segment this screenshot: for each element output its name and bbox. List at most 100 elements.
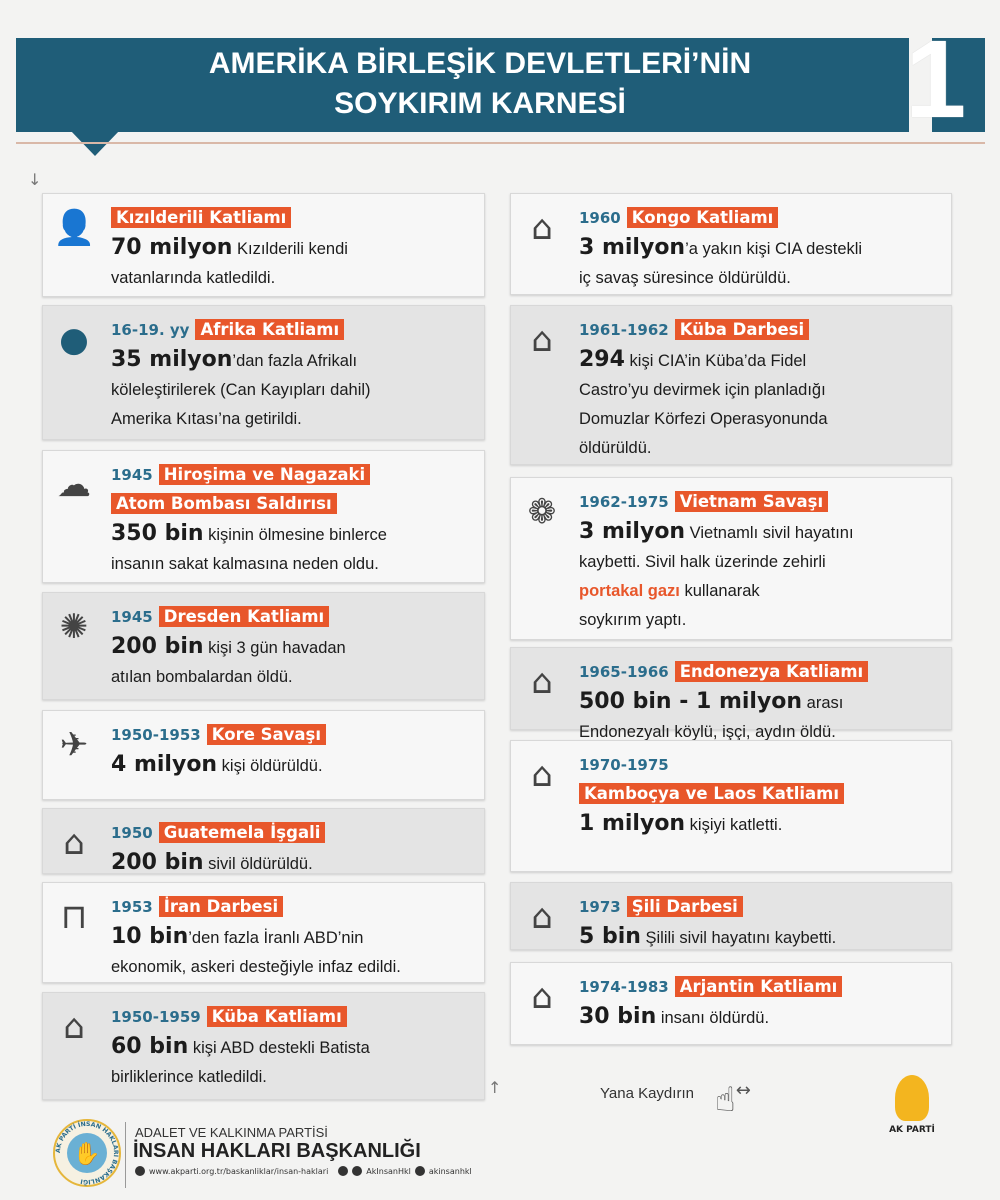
event-card: ✺ 1945 Dresden Katliamı 200 bin kişi 3 gün … (42, 592, 485, 700)
event-card: ⌂ 1974-1983 Arjantin Katliamı 30 bin insanı… (510, 962, 952, 1045)
casualty-figure: 200 bin (111, 850, 204, 875)
casualty-figure: 350 bin (111, 521, 204, 546)
description-text: atılan bombalardan öldü. (111, 668, 293, 686)
description-text: ’den fazla İranlı ABD’nin (188, 929, 364, 947)
casualty-figure: 3 milyon (579, 235, 686, 260)
event-year: 1953 (111, 898, 153, 916)
event-header: 1974-1983 Arjantin Katliamı (579, 973, 945, 1002)
event-title: Arjantin Katliamı (674, 976, 843, 997)
event-header: 1945 Hiroşima ve Nagazaki (111, 461, 478, 490)
event-header: 16-19. yy Afrika Katliamı (111, 316, 478, 345)
event-description-line: 1 milyon kişiyi katletti. (579, 809, 945, 840)
warplane-icon: ✈ (59, 725, 89, 765)
casualty-figure: 500 bin - 1 milyon (579, 689, 803, 714)
event-header: 1960 Kongo Katliamı (579, 204, 945, 233)
casualty-figure: 10 bin (111, 924, 189, 949)
description-text: birliklerince katledildi. (111, 1068, 267, 1086)
twitter-handle[interactable]: AkInsanHkl (366, 1166, 411, 1176)
facebook-handle[interactable]: akinsanhkl (428, 1166, 472, 1176)
event-header: 1953 İran Darbesi (111, 893, 478, 922)
event-card: ☁ 1945 Hiroşima ve Nagazaki Atom Bombası Sa… (42, 450, 485, 583)
event-description-line: ekonomik, askeri desteğiyle infaz edildi… (111, 953, 478, 982)
native-american-icon: 👤 (53, 208, 96, 248)
event-card: ⌂ 1950 Guatemela İşgali 200 bin sivil öldür… (42, 808, 485, 875)
description-text: sivil öldürüldü. (203, 855, 313, 873)
page-title: AMERİKA BİRLEŞİK DEVLETLERİ’NİN SOYKIRIM… (208, 47, 752, 120)
event-text: 1945 Dresden Katliamı 200 bin kişi 3 gün h… (111, 603, 478, 692)
event-header: Atom Bombası Saldırısı (111, 490, 478, 519)
event-header: Kızılderili Katliamı (111, 204, 478, 233)
event-text: 1973 Şili Darbesi 5 bin Şilili sivil hayat… (579, 893, 945, 953)
description-text: insanın sakat kalmasına neden oldu. (111, 555, 379, 573)
org-name: ADALET VE KALKINMA PARTİSİ (135, 1125, 328, 1140)
event-description-line: soykırım yaptı. (579, 606, 945, 635)
event-header: 1973 Şili Darbesi (579, 893, 945, 922)
event-description-line: 350 bin kişinin ölmesine binlerce (111, 519, 478, 550)
event-header: 1945 Dresden Katliamı (111, 603, 478, 632)
divider (16, 142, 985, 144)
event-title: Hiroşima ve Nagazaki (158, 464, 371, 485)
event-header: 1950 Guatemela İşgali (111, 819, 478, 848)
event-year: 1950-1953 (111, 726, 201, 744)
description-text: Kızılderili kendi (232, 240, 348, 258)
casualty-figure: 70 milyon (111, 235, 233, 260)
swipe-hand-icon: ☝↔ (715, 1080, 751, 1120)
event-card: ⌂ 1960 Kongo Katliamı 3 milyon’a yakın kişi… (510, 193, 952, 295)
swipe-hint: Yana Kaydırın (600, 1085, 694, 1102)
event-title: Guatemela İşgali (158, 822, 326, 843)
event-year: 1945 (111, 466, 153, 484)
event-header: 1965-1966 Endonezya Katliamı (579, 658, 945, 687)
description-text: Endonezyalı köylü, işçi, aydın öldü. (579, 723, 836, 741)
description-text: Vietnamlı sivil hayatını (685, 524, 854, 542)
event-card: 👤 Kızılderili Katliamı 70 milyon Kızılderi… (42, 193, 485, 297)
gravestone-icon: ⌂ (531, 662, 553, 702)
event-header: 1970-1975 (579, 751, 945, 780)
event-description-line: Castro’yu devirmek için planladığı (579, 376, 945, 405)
event-card: ⌂ 1950-1959 Küba Katliamı 60 bin kişi ABD d… (42, 992, 485, 1100)
description-text: ekonomik, askeri desteğiyle infaz edildi… (111, 958, 401, 976)
description-text: insanı öldürdü. (656, 1009, 770, 1027)
description-text: Castro’yu devirmek için planladığı (579, 381, 826, 399)
casualty-figure: 4 milyon (111, 752, 218, 777)
casualty-figure: 1 milyon (579, 811, 686, 836)
lightbulb-icon (895, 1075, 929, 1121)
event-card: ⊓ 1953 İran Darbesi 10 bin’den fazla İranlı… (42, 882, 485, 983)
event-description-line: 200 bin sivil öldürüldü. (111, 848, 478, 879)
event-text: 1974-1983 Arjantin Katliamı 30 bin insanı … (579, 973, 945, 1033)
event-title: Endonezya Katliamı (674, 661, 869, 682)
event-card: ⌂ 1965-1966 Endonezya Katliamı 500 bin - 1 … (510, 647, 952, 741)
event-description-line: birliklerince katledildi. (111, 1063, 478, 1092)
footer-divider (125, 1122, 126, 1188)
twitter-icon (338, 1166, 349, 1176)
casualty-figure: 3 milyon (579, 519, 686, 544)
bombs-icon: ✺ (59, 607, 89, 647)
event-description-line: 10 bin’den fazla İranlı ABD’nin (111, 922, 478, 953)
event-description-line: kaybetti. Sivil halk üzerinde zehirli (579, 548, 945, 577)
gravestone-icon: ⌂ (531, 977, 553, 1017)
description-text: kişinin ölmesine binlerce (203, 526, 387, 544)
website-link[interactable]: www.akparti.org.tr/baskanliklar/insan-ha… (149, 1166, 329, 1176)
event-description-line: insanın sakat kalmasına neden oldu. (111, 550, 478, 579)
event-description-line: atılan bombalardan öldü. (111, 663, 478, 692)
logo-text: AK PARTİ (889, 1125, 935, 1135)
description-text: kişiyi katletti. (685, 816, 783, 834)
description-text: Domuzlar Körfezi Operasyonunda (579, 410, 828, 428)
event-title: Kızılderili Katliamı (111, 207, 292, 228)
description-text: kullanarak (679, 582, 760, 600)
event-title: Atom Bombası Saldırısı (111, 493, 337, 514)
event-text: 1965-1966 Endonezya Katliamı 500 bin - 1 m… (579, 658, 945, 747)
event-description-line: 294 kişi CIA’in Küba’da Fidel (579, 345, 945, 376)
event-text: 1962-1975 Vietnam Savaşı 3 milyon Vietnaml… (579, 488, 945, 635)
event-year: 1974-1983 (579, 978, 669, 996)
event-description-line: köleleştirilerek (Can Kayıpları dahil) (111, 376, 478, 405)
event-year: 1950 (111, 824, 153, 842)
gravestone-icon: ⌂ (531, 208, 553, 248)
casualty-figure: 200 bin (111, 634, 204, 659)
description-text: ’dan fazla Afrikalı (232, 352, 358, 370)
description-text: soykırım yaptı. (579, 611, 687, 629)
event-card: ✈ 1950-1953 Kore Savaşı 4 milyon kişi öldür… (42, 710, 485, 800)
event-card: ⌂ 1961-1962 Küba Darbesi 294 kişi CIA’in Kü… (510, 305, 952, 465)
event-year: 1950-1959 (111, 1008, 201, 1026)
description-text: Şilili sivil hayatını kaybetti. (640, 929, 837, 947)
description-text: Amerika Kıtası’na getirildi. (111, 410, 302, 428)
